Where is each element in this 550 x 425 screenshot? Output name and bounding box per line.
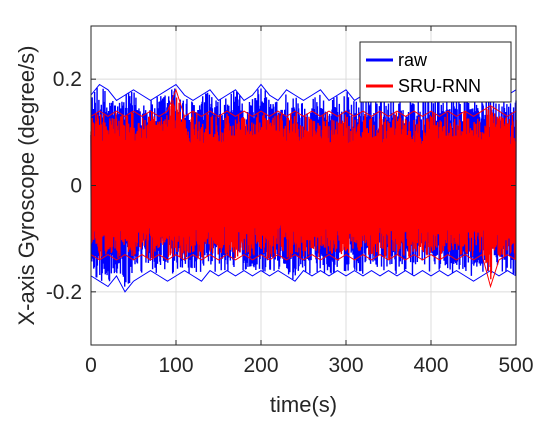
data-layer — [90, 83, 517, 293]
tick-labels: 0 100 200 300 400 500 -0.2 0 0.2 — [46, 68, 534, 377]
series-sru-rnn — [90, 88, 517, 289]
x-tick-label: 400 — [413, 354, 448, 377]
series-lower-envelope — [90, 253, 517, 289]
y-tick-label: -0.2 — [46, 281, 82, 304]
legend-raw-label: raw — [398, 50, 428, 70]
x-tick-label: 0 — [85, 354, 97, 377]
series-lower-envelope — [90, 269, 517, 293]
x-tick-label: 500 — [498, 354, 533, 377]
legend: raw SRU-RNN — [359, 41, 512, 103]
tick-marks — [90, 26, 517, 345]
y-tick-label: 0.2 — [53, 68, 82, 91]
series-upper-envelope — [90, 88, 517, 118]
y-axis-title: X-axis Gyroscope (degree/s) — [14, 46, 39, 326]
x-tick-label: 200 — [243, 354, 278, 377]
legend-sru-rnn-label: SRU-RNN — [398, 76, 481, 96]
y-tick-label: 0 — [70, 175, 82, 198]
x-axis-title: time(s) — [270, 392, 337, 417]
series-line — [90, 97, 517, 280]
x-tick-label: 300 — [328, 354, 363, 377]
x-tick-label: 100 — [158, 354, 193, 377]
legend-box — [359, 41, 512, 103]
